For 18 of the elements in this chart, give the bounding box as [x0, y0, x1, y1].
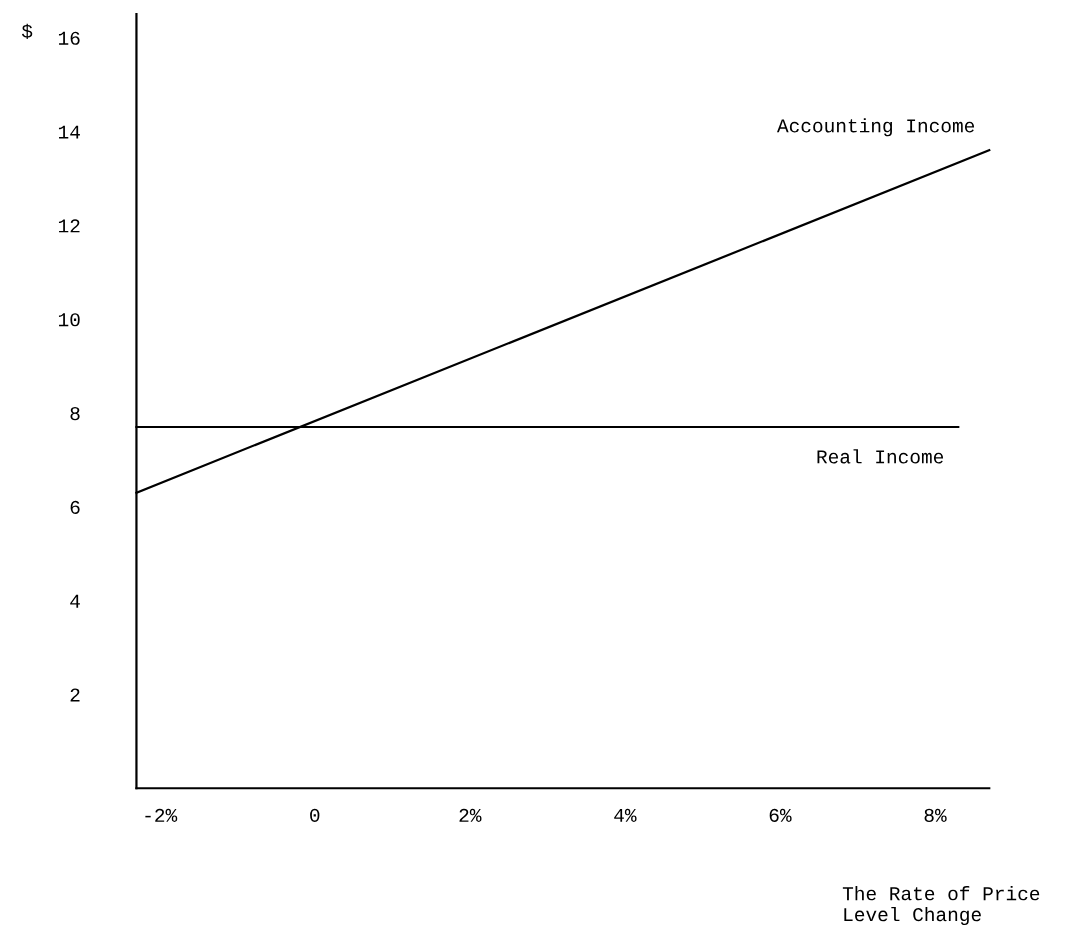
y-tick-label: 12: [58, 219, 80, 233]
y-tick-label: 10: [58, 313, 80, 327]
x-tick-label: 2%: [459, 808, 482, 822]
y-tick-label: 6: [70, 500, 80, 514]
y-tick-label: 2: [70, 688, 80, 702]
y-tick-label: 16: [58, 31, 80, 45]
x-tick-label: 4%: [614, 808, 637, 822]
y-axis-title: $: [21, 23, 33, 40]
x-tick-label: 8%: [924, 808, 947, 822]
series-label: Real Income: [817, 449, 944, 464]
y-tick-label: 14: [58, 125, 80, 139]
y-tick-label: 8: [70, 406, 80, 421]
series-label: Accounting Income: [776, 118, 975, 137]
x-axis-title: The Rate of Price Level Change: [842, 886, 1040, 926]
x-tick-label: 6%: [769, 808, 792, 822]
x-tick-label: -2%: [145, 808, 178, 822]
x-tick-label: 0: [310, 808, 320, 822]
y-tick-label: 4: [70, 594, 80, 608]
